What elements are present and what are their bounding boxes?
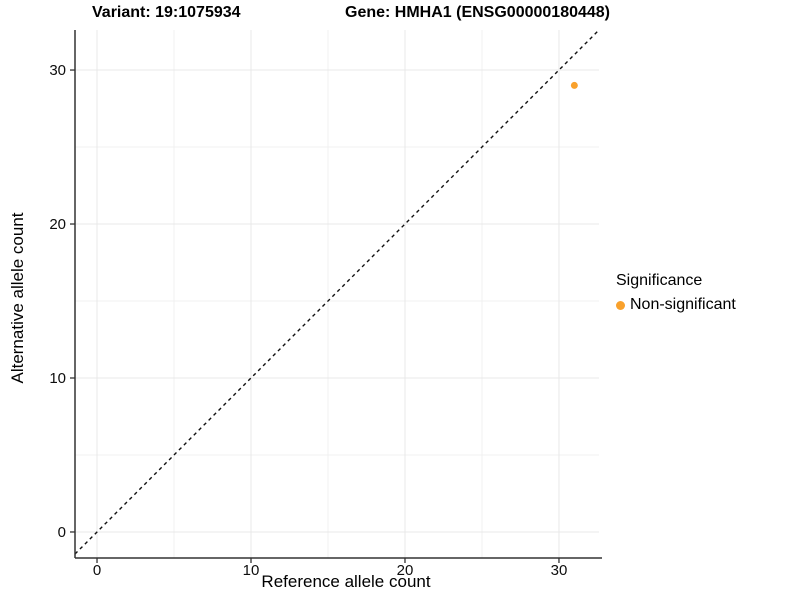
- y-tick-label: 0: [58, 524, 66, 541]
- gene-title: Gene: HMHA1 (ENSG00000180448): [345, 4, 611, 21]
- x-tick-label: 10: [243, 562, 260, 579]
- legend: Significance Non-significant: [616, 272, 736, 314]
- legend-item: Non-significant: [616, 296, 736, 314]
- legend-point-icon: [616, 300, 625, 310]
- variant-title: Variant: 19:1075934: [92, 4, 241, 21]
- x-tick-label: 20: [397, 562, 414, 579]
- x-tick-label: 30: [551, 562, 568, 579]
- y-axis-title: Alternative allele count: [8, 212, 27, 384]
- x-tick-label: 0: [93, 562, 101, 579]
- y-tick-label: 30: [49, 62, 66, 79]
- y-tick-label: 10: [49, 370, 66, 387]
- identity-line: [74, 29, 600, 555]
- legend-item-label: Non-significant: [630, 296, 736, 313]
- y-tick-label: 20: [49, 216, 66, 233]
- legend-title: Significance: [616, 272, 703, 289]
- data-point: [570, 81, 578, 89]
- x-axis-title: Reference allele count: [261, 572, 431, 591]
